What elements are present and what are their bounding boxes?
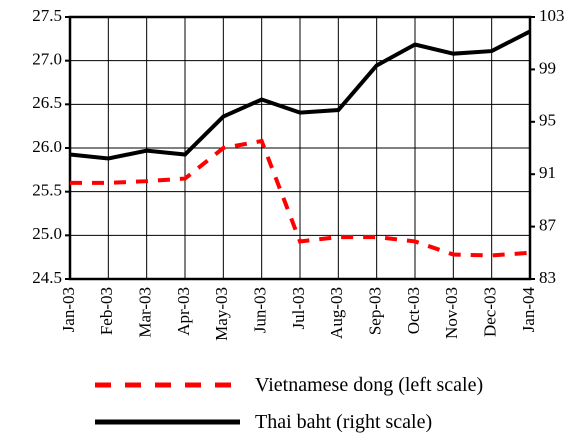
y2-tick-label: 95 <box>539 111 556 130</box>
y-tick-label: 27.5 <box>32 6 62 25</box>
x-tick-label: Jun-03 <box>251 287 270 333</box>
x-tick-label: Jan-03 <box>59 287 78 332</box>
x-tick-label: Oct-03 <box>404 287 423 334</box>
y2-tick-label: 83 <box>539 268 556 287</box>
y-tick-label: 26.0 <box>32 137 62 156</box>
y-tick-label: 24.5 <box>32 268 62 287</box>
x-tick-label: Sep-03 <box>366 287 385 335</box>
y2-tick-label: 99 <box>539 58 556 77</box>
x-tick-label: Apr-03 <box>174 287 193 336</box>
y-tick-label: 26.5 <box>32 93 62 112</box>
y-tick-label: 25.0 <box>32 224 62 243</box>
x-tick-label: Feb-03 <box>97 287 116 335</box>
line-series <box>70 138 531 258</box>
x-tick-label: Aug-03 <box>327 287 346 339</box>
x-tick-label: Dec-03 <box>481 287 500 337</box>
plot-frame <box>68 15 532 281</box>
y2-tick-label: 87 <box>539 216 557 235</box>
y2-tick-label: 103 <box>539 6 565 25</box>
y-tick-label: 27.0 <box>32 50 62 69</box>
x-tick-label: Jul-03 <box>289 287 308 330</box>
legend-label: Vietnamese dong (left scale) <box>255 374 483 396</box>
x-tick-label: May-03 <box>212 287 231 341</box>
y2-tick-label: 91 <box>539 163 556 182</box>
legend-label: Thai baht (right scale) <box>255 411 432 433</box>
x-tick-label: Nov-03 <box>442 287 461 339</box>
x-tick-label: Jan-04 <box>519 287 538 333</box>
line-series <box>69 29 531 161</box>
y-tick-label: 25.5 <box>32 181 62 200</box>
x-tick-label: Mar-03 <box>136 287 155 338</box>
